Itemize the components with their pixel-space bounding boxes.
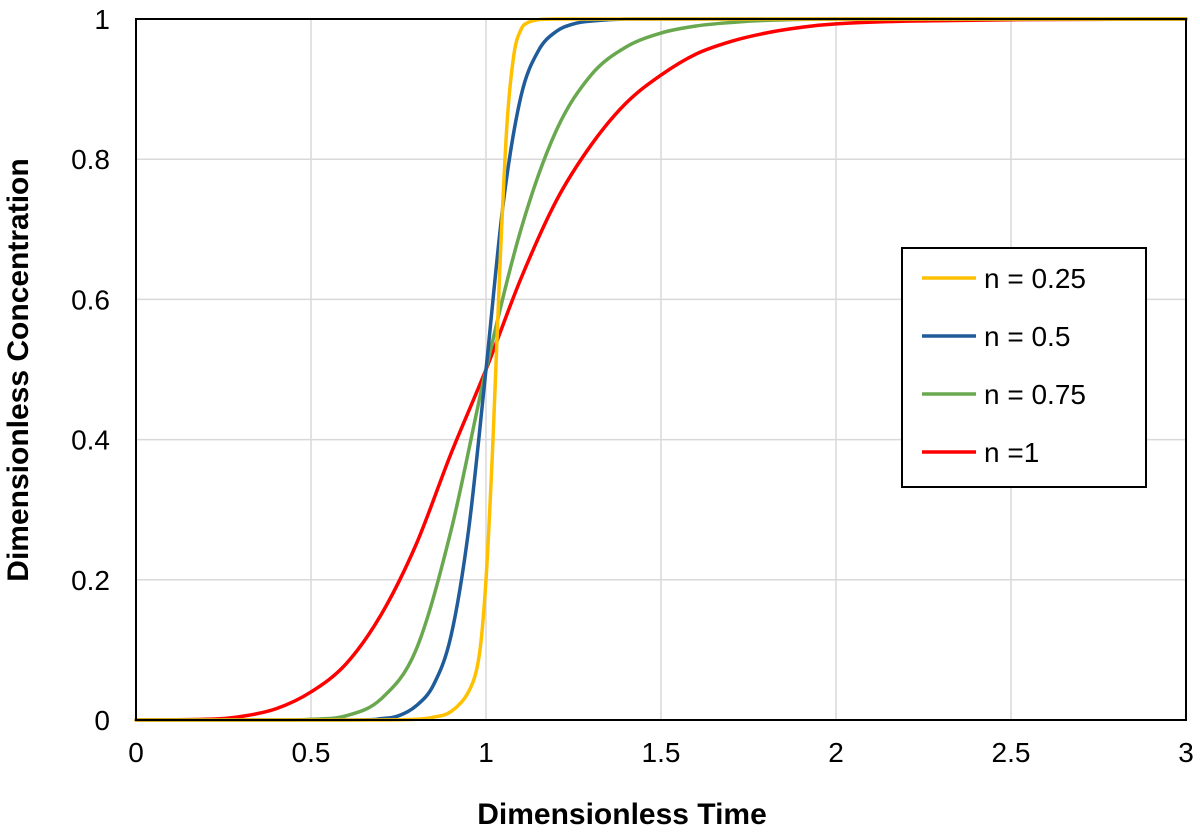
x-tick-label: 1.5 — [642, 737, 681, 768]
legend-label: n = 0.25 — [984, 263, 1086, 294]
x-tick-labels: 0 0.5 1 1.5 2 2.5 3 — [128, 737, 1194, 768]
x-tick-label: 2.5 — [992, 737, 1031, 768]
x-tick-label: 0.5 — [292, 737, 331, 768]
y-tick-label: 0.8 — [71, 144, 110, 175]
y-tick-label: 0.4 — [71, 425, 110, 456]
legend-label: n =1 — [984, 437, 1039, 468]
x-axis-title: Dimensionless Time — [477, 798, 767, 831]
legend-label: n = 0.75 — [984, 379, 1086, 410]
legend-label: n = 0.5 — [984, 321, 1070, 352]
y-tick-labels: 0 0.2 0.4 0.6 0.8 1 — [71, 4, 110, 736]
legend-box — [901, 247, 1147, 488]
plot-area-border — [135, 18, 1187, 721]
x-tick-label: 2 — [828, 737, 844, 768]
x-tick-label: 3 — [1178, 737, 1194, 768]
x-tick-label: 0 — [128, 737, 144, 768]
series-line — [134, 17, 1188, 722]
y-tick-label: 0.2 — [71, 565, 110, 596]
legend: n = 0.25 n = 0.5 n = 0.75 n =1 — [901, 247, 1147, 488]
y-axis-title: Dimensionless Concentration — [2, 158, 35, 581]
y-tick-label: 1 — [94, 4, 110, 35]
x-tick-label: 1 — [478, 737, 494, 768]
y-tick-label: 0 — [94, 705, 110, 736]
y-tick-label: 0.6 — [71, 284, 110, 315]
